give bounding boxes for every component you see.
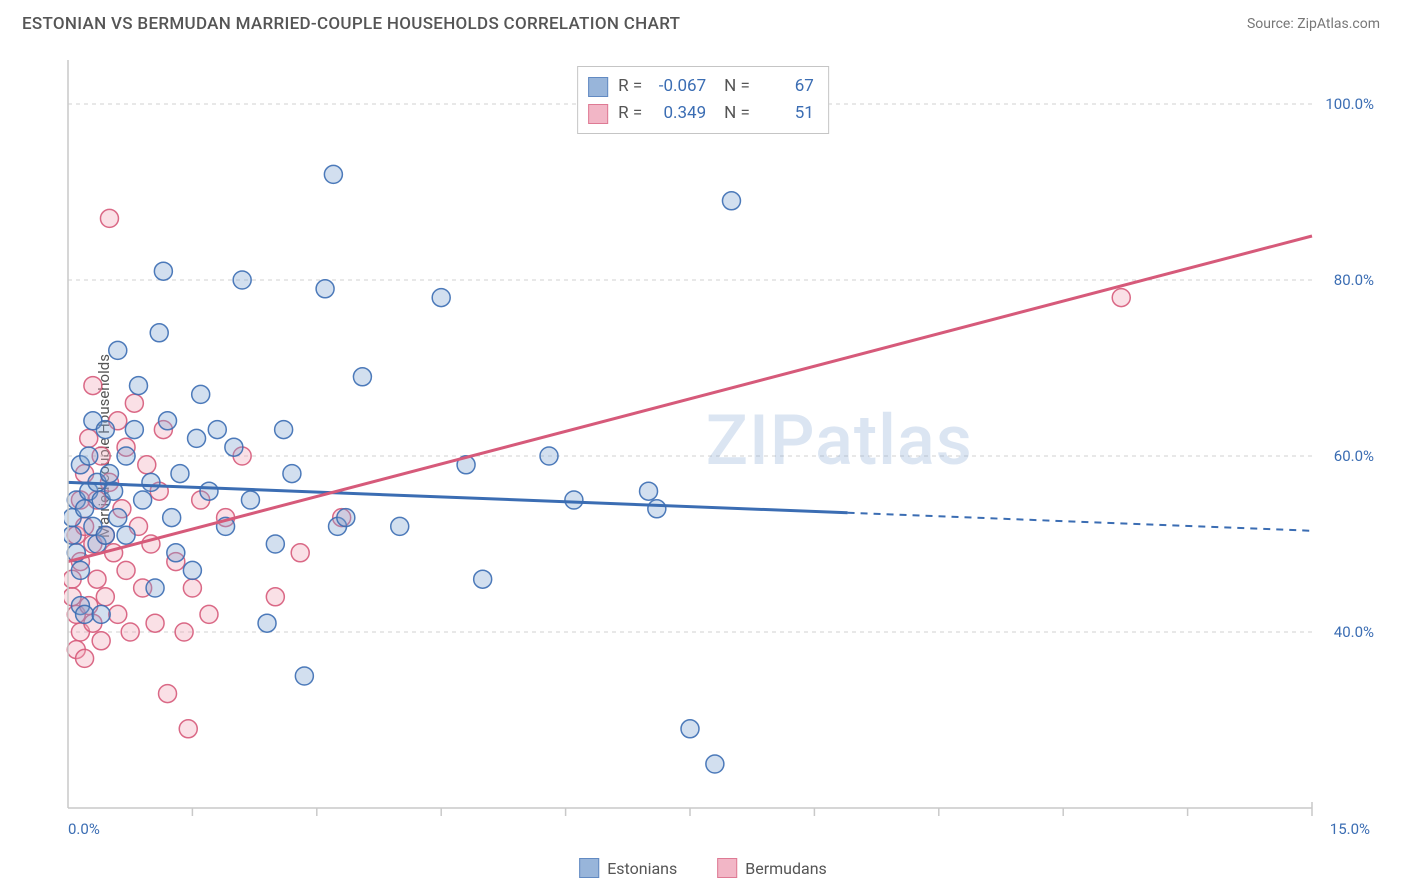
legend-label-estonians: Estonians	[607, 859, 677, 878]
source-name: ZipAtlas.com	[1297, 16, 1380, 32]
r-value-estonians: -0.067	[652, 73, 706, 100]
n-value-estonians: 67	[760, 73, 814, 100]
source-prefix: Source:	[1247, 16, 1297, 32]
svg-text:40.0%: 40.0%	[1334, 623, 1374, 641]
n-label: N =	[724, 100, 750, 127]
stats-legend: R = -0.067 N = 67 R = 0.349 N = 51	[577, 66, 829, 134]
n-label: N =	[724, 73, 750, 100]
svg-text:80.0%: 80.0%	[1334, 271, 1374, 289]
svg-text:15.0%: 15.0%	[1330, 820, 1370, 838]
series-legend: Estonians Bermudans	[579, 858, 827, 878]
svg-text:100.0%: 100.0%	[1325, 95, 1374, 113]
svg-text:0.0%: 0.0%	[68, 820, 100, 838]
stats-row-estonians: R = -0.067 N = 67	[588, 73, 814, 100]
r-value-bermudans: 0.349	[652, 100, 706, 127]
legend-item-bermudans: Bermudans	[717, 858, 827, 878]
source-label: Source: ZipAtlas.com	[1247, 16, 1380, 32]
chart-svg: 40.0% 60.0% 80.0% 100.0% ZIPatlas 0.0% 15.0%	[64, 48, 1380, 844]
legend-swatch-estonians	[579, 858, 599, 878]
svg-text:ZIPatlas: ZIPatlas	[706, 400, 973, 482]
legend-label-bermudans: Bermudans	[745, 859, 827, 878]
r-label: R =	[618, 100, 642, 127]
svg-text:60.0%: 60.0%	[1334, 447, 1374, 465]
r-label: R =	[618, 73, 642, 100]
n-value-bermudans: 51	[760, 100, 814, 127]
chart-title: ESTONIAN VS BERMUDAN MARRIED-COUPLE HOUS…	[22, 14, 680, 34]
plot-area: Married-couple Households 40.0%60.0%80.0…	[22, 48, 1380, 844]
legend-swatch-bermudans	[717, 858, 737, 878]
swatch-estonians	[588, 77, 608, 97]
stats-row-bermudans: R = 0.349 N = 51	[588, 100, 814, 127]
swatch-bermudans	[588, 104, 608, 124]
legend-item-estonians: Estonians	[579, 858, 677, 878]
